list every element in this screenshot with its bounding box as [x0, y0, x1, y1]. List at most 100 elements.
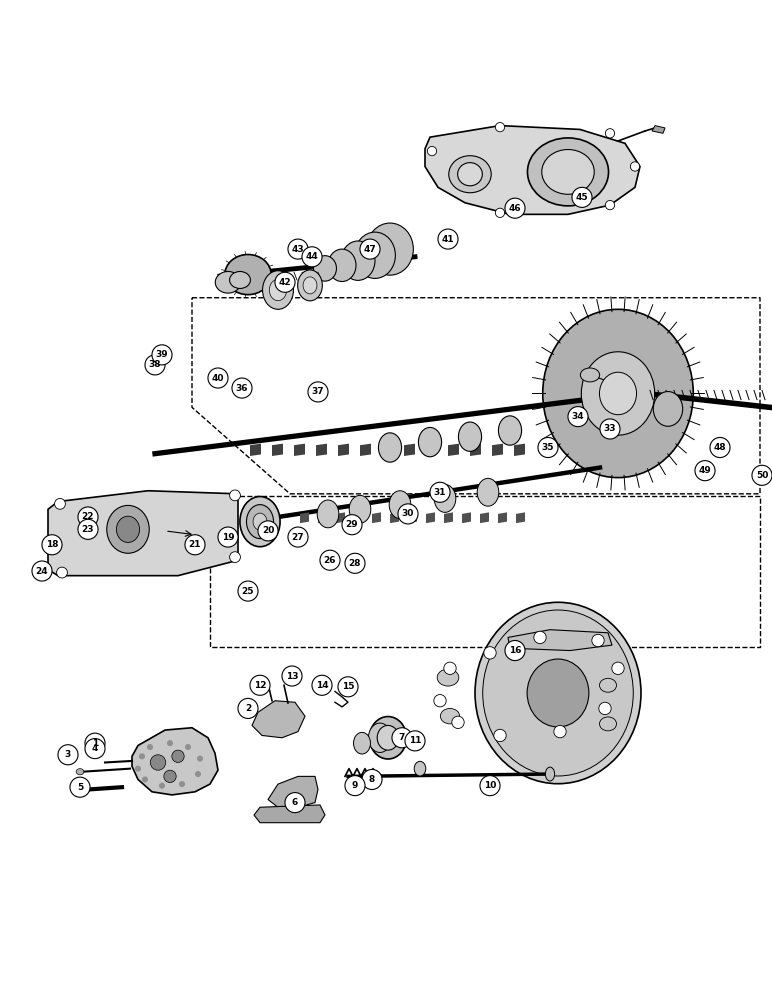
Text: 47: 47: [364, 245, 377, 254]
Text: 41: 41: [442, 235, 454, 244]
Polygon shape: [48, 491, 238, 576]
Text: 19: 19: [222, 533, 235, 542]
Ellipse shape: [415, 761, 426, 776]
Ellipse shape: [477, 478, 499, 506]
Ellipse shape: [262, 271, 293, 309]
Text: 4: 4: [92, 744, 98, 753]
Text: 8: 8: [369, 775, 375, 784]
Text: 15: 15: [342, 682, 354, 691]
Ellipse shape: [341, 241, 375, 280]
Text: 7: 7: [399, 733, 405, 742]
Ellipse shape: [458, 163, 482, 186]
Text: 18: 18: [46, 540, 58, 549]
Circle shape: [554, 725, 566, 738]
Ellipse shape: [440, 708, 459, 724]
Circle shape: [505, 198, 525, 218]
Text: 26: 26: [323, 556, 337, 565]
Ellipse shape: [117, 516, 140, 542]
Ellipse shape: [80, 786, 90, 793]
Ellipse shape: [499, 416, 522, 445]
Text: 20: 20: [262, 526, 274, 535]
Ellipse shape: [653, 392, 682, 426]
Circle shape: [145, 355, 165, 375]
Polygon shape: [360, 444, 371, 456]
Circle shape: [85, 733, 105, 753]
Circle shape: [434, 695, 446, 707]
Circle shape: [572, 187, 592, 207]
Text: 46: 46: [509, 204, 521, 213]
Circle shape: [229, 490, 240, 501]
Ellipse shape: [246, 505, 273, 539]
Polygon shape: [268, 776, 318, 807]
Polygon shape: [272, 444, 283, 456]
Polygon shape: [252, 701, 305, 738]
Ellipse shape: [378, 433, 401, 462]
Polygon shape: [250, 444, 261, 456]
Text: 38: 38: [149, 360, 161, 369]
Polygon shape: [372, 512, 381, 523]
Circle shape: [288, 527, 308, 547]
Ellipse shape: [475, 602, 641, 784]
Ellipse shape: [527, 138, 608, 206]
Circle shape: [360, 239, 380, 259]
Text: 48: 48: [713, 443, 726, 452]
Text: 33: 33: [604, 424, 616, 433]
Polygon shape: [470, 444, 481, 456]
Circle shape: [342, 515, 362, 535]
Circle shape: [56, 567, 67, 578]
Text: 2: 2: [245, 704, 251, 713]
Polygon shape: [480, 512, 489, 523]
Ellipse shape: [437, 669, 459, 686]
Polygon shape: [132, 728, 218, 795]
Circle shape: [78, 507, 98, 527]
Text: 37: 37: [312, 387, 324, 396]
Ellipse shape: [253, 513, 267, 530]
Circle shape: [288, 239, 308, 259]
Ellipse shape: [269, 279, 286, 301]
Circle shape: [160, 783, 164, 788]
Circle shape: [208, 368, 228, 388]
Circle shape: [452, 716, 464, 729]
Text: 36: 36: [235, 384, 249, 393]
Ellipse shape: [229, 271, 250, 288]
Circle shape: [58, 745, 78, 765]
Circle shape: [195, 772, 200, 776]
Ellipse shape: [354, 732, 371, 754]
Circle shape: [152, 345, 172, 365]
Ellipse shape: [459, 422, 482, 451]
Polygon shape: [426, 444, 437, 456]
Ellipse shape: [378, 725, 399, 750]
Circle shape: [428, 146, 437, 156]
Text: 11: 11: [408, 736, 422, 745]
Circle shape: [285, 793, 305, 813]
Circle shape: [430, 482, 450, 502]
Polygon shape: [514, 444, 525, 456]
Circle shape: [600, 419, 620, 439]
Text: 39: 39: [156, 350, 168, 359]
Polygon shape: [338, 444, 349, 456]
Circle shape: [345, 553, 365, 573]
Polygon shape: [444, 512, 453, 523]
Ellipse shape: [600, 717, 617, 731]
Circle shape: [282, 666, 302, 686]
Polygon shape: [498, 512, 507, 523]
Circle shape: [136, 766, 141, 771]
Circle shape: [392, 728, 412, 748]
Ellipse shape: [349, 495, 371, 523]
Polygon shape: [426, 512, 435, 523]
Circle shape: [438, 229, 458, 249]
Text: 28: 28: [349, 559, 361, 568]
Circle shape: [496, 122, 505, 132]
Circle shape: [250, 675, 270, 695]
Circle shape: [484, 647, 496, 659]
Circle shape: [42, 535, 62, 555]
Text: 43: 43: [292, 245, 304, 254]
Polygon shape: [408, 512, 417, 523]
Circle shape: [533, 631, 546, 644]
Circle shape: [143, 777, 147, 782]
Ellipse shape: [418, 427, 442, 457]
Circle shape: [164, 770, 176, 783]
Text: 23: 23: [82, 525, 94, 534]
Circle shape: [405, 731, 425, 751]
Text: 25: 25: [242, 587, 254, 596]
